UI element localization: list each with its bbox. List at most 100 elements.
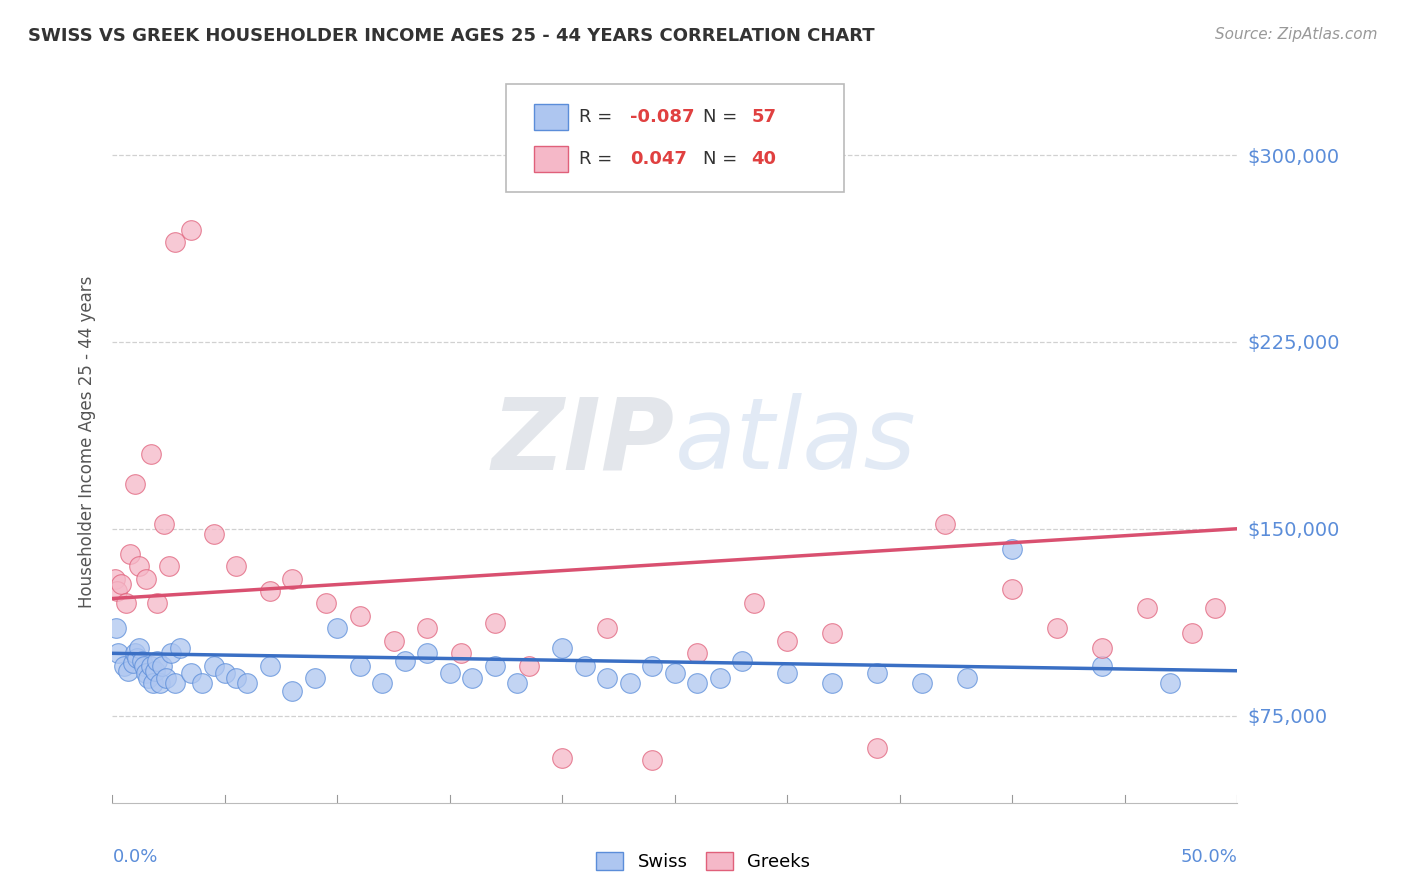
Point xyxy=(165,235,187,250)
Point xyxy=(153,516,176,531)
Text: R =: R = xyxy=(579,150,619,168)
Point xyxy=(484,616,506,631)
Point xyxy=(934,516,956,531)
Point xyxy=(1001,541,1024,556)
Point xyxy=(146,597,169,611)
Point xyxy=(128,641,150,656)
Point xyxy=(956,671,979,685)
Point xyxy=(1091,658,1114,673)
Point xyxy=(202,658,225,673)
Point xyxy=(281,572,304,586)
Point xyxy=(105,584,128,599)
Text: 40: 40 xyxy=(751,150,776,168)
Text: N =: N = xyxy=(703,109,742,127)
Point xyxy=(776,666,799,681)
Point xyxy=(149,676,172,690)
FancyBboxPatch shape xyxy=(534,104,568,130)
Y-axis label: Householder Income Ages 25 - 44 years: Householder Income Ages 25 - 44 years xyxy=(77,276,96,607)
Legend: Swiss, Greeks: Swiss, Greeks xyxy=(589,845,817,879)
Point xyxy=(596,671,619,685)
Point xyxy=(157,559,180,574)
Point xyxy=(214,666,236,681)
Text: 57: 57 xyxy=(751,109,776,127)
Point xyxy=(127,651,149,665)
Text: atlas: atlas xyxy=(675,393,917,490)
Point xyxy=(104,621,127,635)
Point xyxy=(120,547,142,561)
Point xyxy=(169,641,191,656)
Point xyxy=(461,671,484,685)
Point xyxy=(349,658,371,673)
Point xyxy=(180,666,202,681)
Point xyxy=(142,676,165,690)
Text: -0.087: -0.087 xyxy=(630,109,695,127)
Point xyxy=(110,576,132,591)
Point xyxy=(225,559,247,574)
Point xyxy=(664,666,686,681)
FancyBboxPatch shape xyxy=(506,84,844,193)
Point xyxy=(112,658,135,673)
Point xyxy=(911,676,934,690)
Point xyxy=(450,646,472,660)
Point xyxy=(124,646,146,660)
Text: 0.0%: 0.0% xyxy=(112,847,157,865)
Point xyxy=(121,657,143,671)
Point xyxy=(596,621,619,635)
Point xyxy=(139,658,162,673)
Point xyxy=(709,671,731,685)
Point xyxy=(225,671,247,685)
Point xyxy=(382,633,405,648)
Point xyxy=(517,658,540,673)
Point xyxy=(416,621,439,635)
Point xyxy=(551,641,574,656)
Point xyxy=(135,666,157,681)
Point xyxy=(259,658,281,673)
Text: Source: ZipAtlas.com: Source: ZipAtlas.com xyxy=(1215,27,1378,42)
Point xyxy=(439,666,461,681)
Point xyxy=(641,754,664,768)
Point xyxy=(259,584,281,599)
Point xyxy=(155,671,177,685)
Point xyxy=(202,526,225,541)
Point xyxy=(1091,641,1114,656)
Point xyxy=(180,223,202,237)
Point xyxy=(619,676,641,690)
Point xyxy=(866,741,889,756)
Point xyxy=(143,664,166,678)
Point xyxy=(117,664,139,678)
Point xyxy=(165,676,187,690)
Point xyxy=(1159,676,1181,690)
Point xyxy=(104,572,127,586)
Point xyxy=(349,609,371,624)
Text: R =: R = xyxy=(579,109,619,127)
Point xyxy=(821,676,844,690)
Point xyxy=(236,676,259,690)
FancyBboxPatch shape xyxy=(534,145,568,172)
Point xyxy=(107,646,129,660)
Point xyxy=(326,621,349,635)
Point xyxy=(135,572,157,586)
Point xyxy=(866,666,889,681)
Point xyxy=(191,676,214,690)
Point xyxy=(416,646,439,660)
Point xyxy=(484,658,506,673)
Text: N =: N = xyxy=(703,150,742,168)
Point xyxy=(371,676,394,690)
Point xyxy=(776,633,799,648)
Text: ZIP: ZIP xyxy=(492,393,675,490)
Point xyxy=(115,597,138,611)
Text: 50.0%: 50.0% xyxy=(1181,847,1237,865)
Point xyxy=(1204,601,1226,615)
Point xyxy=(1181,626,1204,640)
Point xyxy=(281,683,304,698)
Point xyxy=(1001,582,1024,596)
Point xyxy=(506,676,529,690)
Point xyxy=(574,658,596,673)
Point xyxy=(160,646,183,660)
Point xyxy=(150,658,173,673)
Point xyxy=(139,447,162,461)
Point xyxy=(124,476,146,491)
Point xyxy=(686,646,709,660)
Point xyxy=(731,654,754,668)
Point xyxy=(138,671,160,685)
